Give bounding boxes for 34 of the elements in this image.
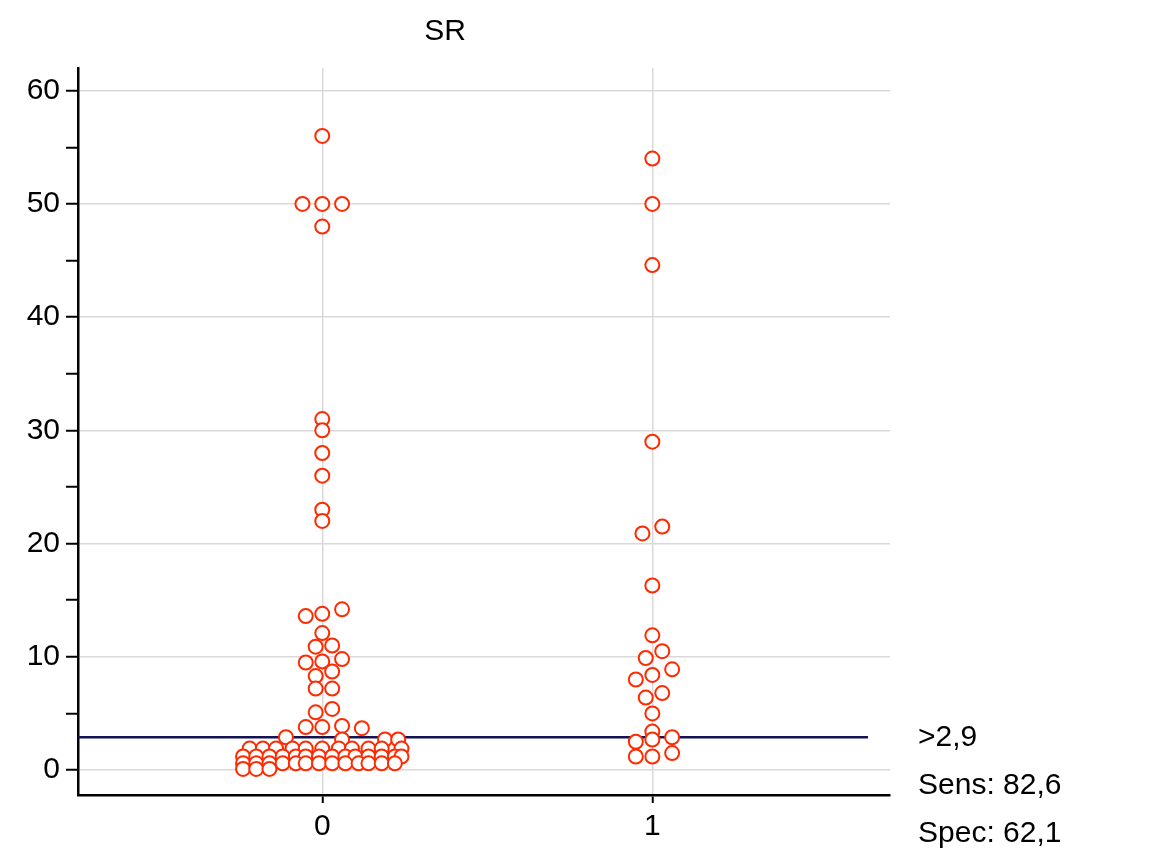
y-tick-label: 0 [43, 751, 60, 785]
point [644, 195, 661, 212]
chart-title: SR [424, 13, 466, 47]
point [644, 627, 661, 644]
point [644, 731, 661, 748]
y-tick-label: 20 [26, 524, 60, 558]
x-tick-label: 1 [644, 808, 661, 842]
ref-line-label: >2,9 [918, 718, 978, 752]
point [644, 705, 661, 722]
point [644, 577, 661, 594]
text: Spec: 62,1 [918, 814, 1062, 848]
point [644, 257, 661, 274]
point [664, 745, 681, 762]
point [627, 748, 644, 765]
point [637, 689, 654, 706]
point [664, 661, 681, 678]
point [644, 433, 661, 450]
point [637, 649, 654, 666]
point [654, 518, 671, 535]
text: Sens: 82,6 [918, 766, 1062, 800]
point [627, 733, 644, 750]
y-tick-label: 60 [26, 71, 60, 105]
point [634, 525, 651, 542]
y-tick-label: 50 [26, 185, 60, 219]
y-tick-label: 30 [26, 411, 60, 445]
point [627, 671, 644, 688]
point [644, 666, 661, 683]
point [644, 150, 661, 167]
point [654, 685, 671, 702]
point [654, 643, 671, 660]
point [664, 729, 681, 746]
y-tick-label: 10 [26, 638, 60, 672]
point [644, 748, 661, 765]
y-tick-label: 40 [26, 298, 60, 332]
